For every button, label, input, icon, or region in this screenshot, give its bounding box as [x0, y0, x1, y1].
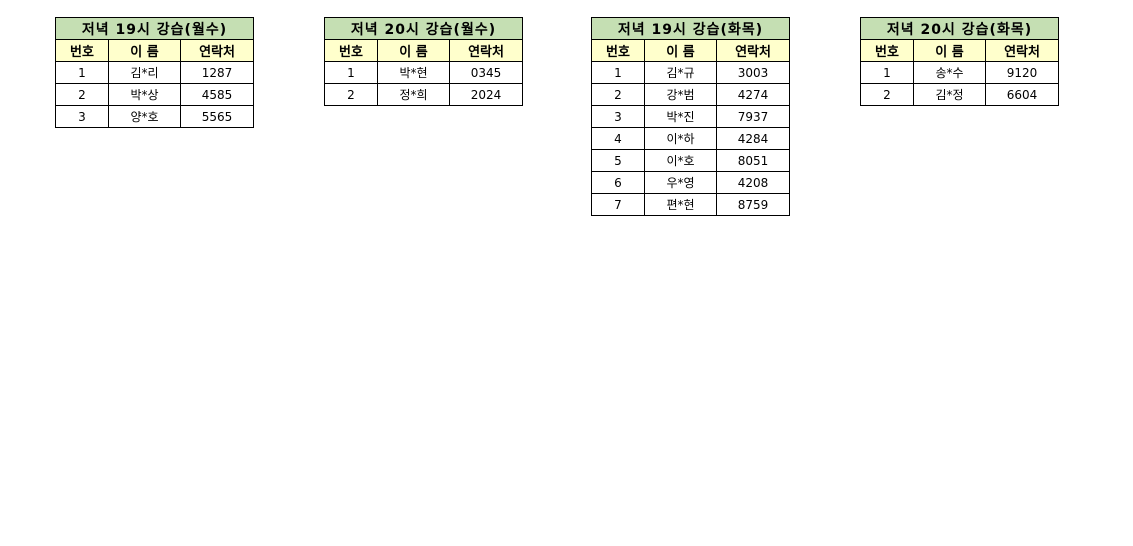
cell-no[interactable]: 6	[591, 171, 645, 194]
class-table: 저녁 19시 강습(화목) 번호 이 름 연락처 1 김*규 3003 2 강*…	[590, 17, 791, 216]
header-no: 번호	[860, 39, 914, 62]
header-contact: 연락처	[179, 39, 255, 62]
header-name: 이 름	[377, 39, 450, 62]
cell-name[interactable]: 박*상	[108, 83, 181, 106]
cell-name[interactable]: 이*호	[644, 149, 717, 172]
header-name: 이 름	[644, 39, 717, 62]
cell-contact[interactable]: 7937	[715, 105, 791, 128]
header-row: 번호 이 름 연락처	[860, 39, 1060, 62]
table-row: 1 송*수 9120	[860, 61, 1060, 84]
cell-contact[interactable]: 5565	[179, 105, 255, 128]
cell-name[interactable]: 편*현	[644, 193, 717, 216]
cell-no[interactable]: 1	[860, 61, 914, 84]
cell-contact[interactable]: 4585	[179, 83, 255, 106]
table-title: 저녁 19시 강습(월수)	[54, 17, 255, 40]
class-table: 저녁 19시 강습(월수) 번호 이 름 연락처 1 김*리 1287 2 박*…	[54, 17, 255, 128]
table-row: 2 강*범 4274	[591, 83, 791, 106]
cell-no[interactable]: 1	[55, 61, 109, 84]
header-no: 번호	[324, 39, 378, 62]
cell-no[interactable]: 3	[591, 105, 645, 128]
cell-no[interactable]: 2	[860, 83, 914, 106]
table-row: 5 이*호 8051	[591, 149, 791, 172]
cell-name[interactable]: 이*하	[644, 127, 717, 150]
header-contact: 연락처	[448, 39, 524, 62]
table-row: 6 우*영 4208	[591, 171, 791, 194]
cell-contact[interactable]: 2024	[448, 83, 524, 106]
cell-name[interactable]: 송*수	[913, 61, 986, 84]
cell-no[interactable]: 2	[324, 83, 378, 106]
cell-name[interactable]: 박*현	[377, 61, 450, 84]
cell-no[interactable]: 1	[591, 61, 645, 84]
table-row: 4 이*하 4284	[591, 127, 791, 150]
table-title: 저녁 19시 강습(화목)	[590, 17, 791, 40]
table-row: 1 김*리 1287	[55, 61, 255, 84]
cell-name[interactable]: 정*희	[377, 83, 450, 106]
cell-no[interactable]: 5	[591, 149, 645, 172]
header-name: 이 름	[108, 39, 181, 62]
table-row: 2 박*상 4585	[55, 83, 255, 106]
cell-contact[interactable]: 8051	[715, 149, 791, 172]
table-title: 저녁 20시 강습(월수)	[323, 17, 524, 40]
cell-no[interactable]: 2	[591, 83, 645, 106]
header-row: 번호 이 름 연락처	[55, 39, 255, 62]
header-no: 번호	[591, 39, 645, 62]
table-row: 1 김*규 3003	[591, 61, 791, 84]
table-row: 7 편*현 8759	[591, 193, 791, 216]
cell-name[interactable]: 강*범	[644, 83, 717, 106]
cell-name[interactable]: 우*영	[644, 171, 717, 194]
cell-contact[interactable]: 8759	[715, 193, 791, 216]
table-row: 3 박*진 7937	[591, 105, 791, 128]
cell-no[interactable]: 1	[324, 61, 378, 84]
table-row: 2 김*정 6604	[860, 83, 1060, 106]
cell-no[interactable]: 7	[591, 193, 645, 216]
cell-no[interactable]: 4	[591, 127, 645, 150]
cell-name[interactable]: 박*진	[644, 105, 717, 128]
cell-contact[interactable]: 3003	[715, 61, 791, 84]
cell-contact[interactable]: 4284	[715, 127, 791, 150]
cell-contact[interactable]: 4208	[715, 171, 791, 194]
header-contact: 연락처	[715, 39, 791, 62]
cell-name[interactable]: 김*리	[108, 61, 181, 84]
header-row: 번호 이 름 연락처	[324, 39, 524, 62]
header-row: 번호 이 름 연락처	[591, 39, 791, 62]
table-title: 저녁 20시 강습(화목)	[859, 17, 1060, 40]
cell-name[interactable]: 양*호	[108, 105, 181, 128]
cell-contact[interactable]: 1287	[179, 61, 255, 84]
cell-contact[interactable]: 0345	[448, 61, 524, 84]
cell-name[interactable]: 김*규	[644, 61, 717, 84]
cell-contact[interactable]: 4274	[715, 83, 791, 106]
class-table: 저녁 20시 강습(월수) 번호 이 름 연락처 1 박*현 0345 2 정*…	[323, 17, 524, 106]
table-row: 1 박*현 0345	[324, 61, 524, 84]
table-row: 2 정*희 2024	[324, 83, 524, 106]
cell-contact[interactable]: 6604	[984, 83, 1060, 106]
cell-contact[interactable]: 9120	[984, 61, 1060, 84]
class-table: 저녁 20시 강습(화목) 번호 이 름 연락처 1 송*수 9120 2 김*…	[859, 17, 1060, 106]
header-name: 이 름	[913, 39, 986, 62]
header-contact: 연락처	[984, 39, 1060, 62]
cell-no[interactable]: 2	[55, 83, 109, 106]
header-no: 번호	[55, 39, 109, 62]
table-row: 3 양*호 5565	[55, 105, 255, 128]
cell-no[interactable]: 3	[55, 105, 109, 128]
cell-name[interactable]: 김*정	[913, 83, 986, 106]
